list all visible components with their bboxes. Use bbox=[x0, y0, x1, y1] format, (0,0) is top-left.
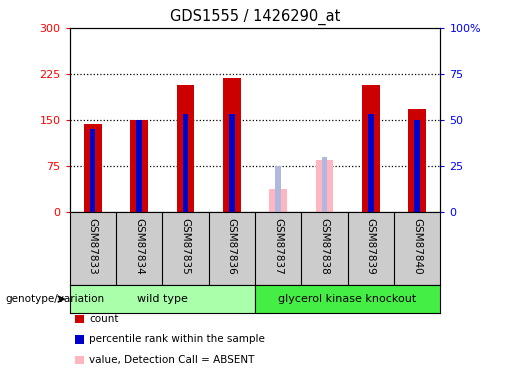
Text: count: count bbox=[89, 314, 118, 324]
Text: genotype/variation: genotype/variation bbox=[5, 294, 104, 304]
Bar bbox=[136, 120, 142, 212]
Bar bbox=[70, 285, 255, 313]
Bar bbox=[269, 189, 287, 212]
Bar bbox=[276, 166, 281, 212]
Text: wild type: wild type bbox=[137, 294, 187, 304]
Bar bbox=[255, 285, 440, 313]
Text: GSM87835: GSM87835 bbox=[180, 218, 191, 274]
Text: GSM87833: GSM87833 bbox=[88, 218, 98, 274]
Text: GSM87838: GSM87838 bbox=[319, 218, 330, 274]
Bar bbox=[415, 120, 420, 212]
Text: GSM87834: GSM87834 bbox=[134, 218, 144, 274]
Text: GSM87839: GSM87839 bbox=[366, 218, 376, 274]
Bar bbox=[90, 129, 95, 212]
Bar bbox=[408, 109, 426, 212]
Bar bbox=[368, 114, 373, 212]
Text: glycerol kinase knockout: glycerol kinase knockout bbox=[279, 294, 417, 304]
Text: value, Detection Call = ABSENT: value, Detection Call = ABSENT bbox=[89, 355, 254, 365]
Bar bbox=[84, 124, 101, 212]
Text: GSM87840: GSM87840 bbox=[412, 218, 422, 274]
Bar bbox=[223, 78, 241, 212]
Bar bbox=[130, 120, 148, 212]
Text: GSM87836: GSM87836 bbox=[227, 218, 237, 274]
Bar bbox=[316, 160, 333, 212]
Title: GDS1555 / 1426290_at: GDS1555 / 1426290_at bbox=[170, 9, 340, 26]
Bar bbox=[183, 114, 188, 212]
Bar bbox=[322, 157, 327, 212]
Bar bbox=[177, 85, 194, 212]
Text: GSM87837: GSM87837 bbox=[273, 218, 283, 274]
Bar bbox=[229, 114, 234, 212]
Text: percentile rank within the sample: percentile rank within the sample bbox=[89, 334, 265, 344]
Bar bbox=[362, 85, 380, 212]
